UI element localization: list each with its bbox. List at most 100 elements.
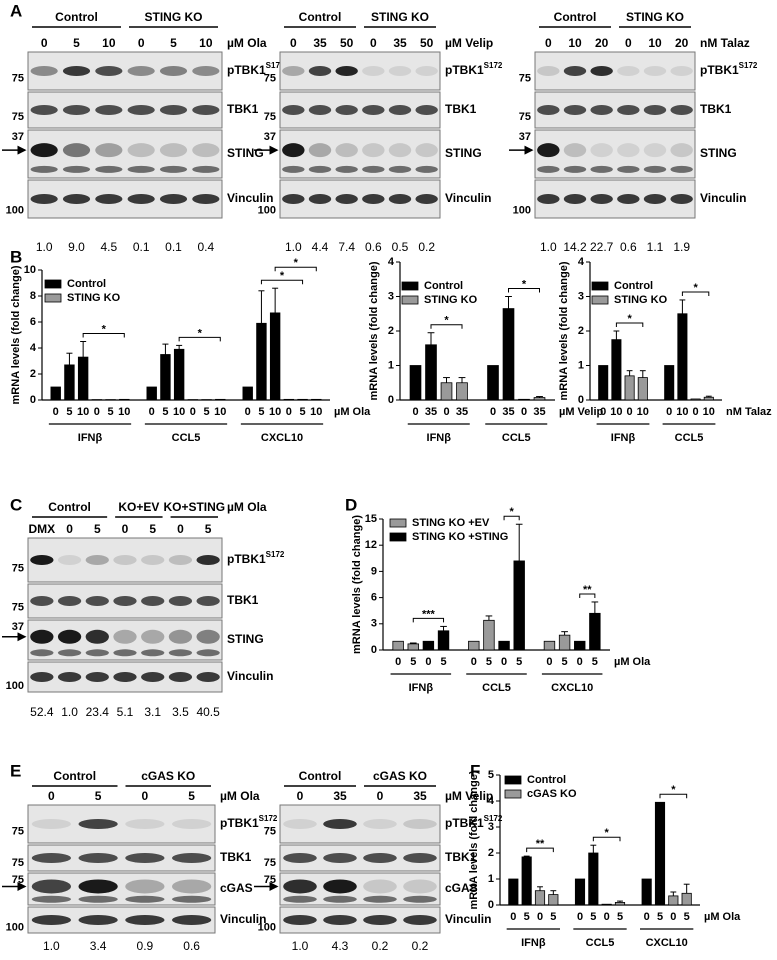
band xyxy=(670,105,693,115)
row-label: STING xyxy=(445,146,482,160)
row-label: TBK1 xyxy=(700,102,732,116)
band xyxy=(282,165,305,173)
band xyxy=(563,194,587,204)
row-label: pTBK1S172 xyxy=(220,814,278,830)
band xyxy=(113,596,137,606)
protein-name: pTBK1 xyxy=(227,552,266,566)
legend-swatch xyxy=(44,279,62,289)
band xyxy=(643,143,667,158)
error-bar xyxy=(485,615,493,621)
group-label: IFNβ xyxy=(521,937,546,949)
mw-marker: 75 xyxy=(519,73,531,85)
x-tick-label: 0 xyxy=(245,406,251,418)
error-bar xyxy=(443,377,450,383)
significance-bracket xyxy=(260,279,304,285)
x-tick-label: 0 xyxy=(395,656,401,668)
band xyxy=(643,194,667,204)
y-tick-label: 9 xyxy=(371,565,377,577)
x-tick-label: 10 xyxy=(637,406,649,418)
x-tick-label: 10 xyxy=(610,406,622,418)
lane-label: 20 xyxy=(675,36,689,50)
protein-name: TBK1 xyxy=(445,102,477,116)
group-label: STING KO xyxy=(144,10,202,24)
row-label: pTBK1S172 xyxy=(445,61,503,77)
protein-site: S172 xyxy=(266,550,285,559)
row-label: pTBK1S172 xyxy=(227,61,285,77)
unit-label: µM Ola xyxy=(220,789,260,803)
bar xyxy=(654,801,666,906)
x-tick-label: 0 xyxy=(666,406,672,418)
bar xyxy=(508,878,519,906)
band xyxy=(283,853,317,863)
band xyxy=(308,105,332,115)
band xyxy=(388,143,412,158)
x-tick-label: 5 xyxy=(590,911,596,923)
lane-label: 0 xyxy=(122,522,129,536)
x-tick-label: 5 xyxy=(66,406,72,418)
band xyxy=(196,629,220,644)
band xyxy=(141,555,165,565)
bar xyxy=(483,619,495,651)
band xyxy=(590,66,613,76)
x-tick-label: 0 xyxy=(546,656,552,668)
band xyxy=(159,105,188,115)
significance-label: * xyxy=(280,270,285,282)
significance-label: ** xyxy=(536,838,545,850)
mw-marker: 75 xyxy=(12,111,24,123)
significance-bracket xyxy=(508,288,540,293)
band xyxy=(78,879,118,894)
group-label: CCL5 xyxy=(172,432,201,444)
y-tick-label: 3 xyxy=(578,290,584,302)
blot-strip xyxy=(27,91,223,129)
band xyxy=(335,143,358,158)
band xyxy=(363,879,397,894)
quantification: 3.4 xyxy=(90,939,107,953)
y-tick-label: 5 xyxy=(488,769,494,781)
row-label: cGAS xyxy=(445,881,478,895)
blot-strip xyxy=(279,51,441,91)
lane-label: 50 xyxy=(420,36,434,50)
band xyxy=(415,165,438,173)
blot-strip xyxy=(27,804,216,844)
band xyxy=(403,879,437,894)
band xyxy=(171,895,212,903)
y-tick-label: 0 xyxy=(488,899,494,911)
x-tick-label: 10 xyxy=(214,406,226,418)
error-bar xyxy=(679,299,686,314)
quantification: 0.6 xyxy=(620,240,637,254)
significance-bracket xyxy=(274,266,317,272)
band xyxy=(323,853,357,863)
band xyxy=(141,672,165,682)
error-bar xyxy=(683,883,690,894)
band xyxy=(31,879,72,894)
row-label: Vinculin xyxy=(227,191,273,205)
x-tick-label: 0 xyxy=(670,911,676,923)
error-bar xyxy=(458,377,466,383)
band xyxy=(30,105,58,115)
x-tick-label: 0 xyxy=(490,406,496,418)
blot-strip xyxy=(534,51,696,91)
band xyxy=(125,853,165,863)
group-label: Control xyxy=(55,10,98,24)
quantification: 40.5 xyxy=(196,705,220,719)
y-tick-label: 0 xyxy=(578,394,584,406)
band xyxy=(670,143,693,158)
quantification: 5.1 xyxy=(117,705,134,719)
band xyxy=(308,66,332,76)
quantification: 0.4 xyxy=(197,240,214,254)
band xyxy=(537,66,560,76)
band xyxy=(62,194,91,204)
band xyxy=(159,143,188,158)
bar xyxy=(513,560,525,651)
y-tick-label: 2 xyxy=(388,325,394,337)
mw-marker: 75 xyxy=(12,874,24,886)
band xyxy=(127,66,155,76)
quantification: 0.1 xyxy=(133,240,150,254)
y-tick-label: 4 xyxy=(30,342,37,354)
significance-bracket xyxy=(82,333,125,338)
significance-label: * xyxy=(198,327,203,339)
bar xyxy=(77,356,89,401)
quantification: 1.1 xyxy=(647,240,664,254)
significance-label: *** xyxy=(422,608,436,620)
bar xyxy=(487,365,499,401)
